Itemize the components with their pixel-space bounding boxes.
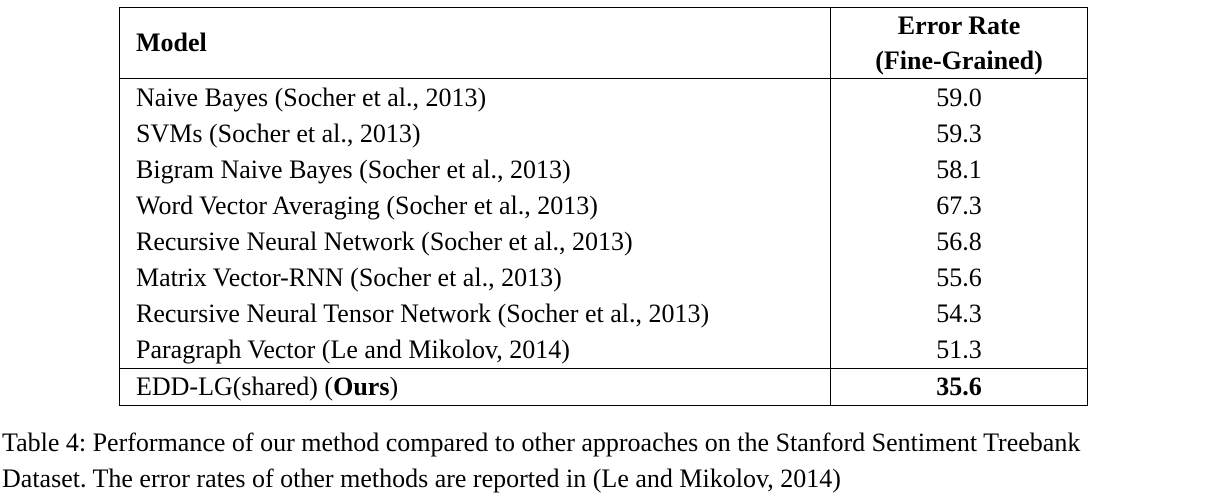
model-cell: Recursive Neural Network (Socher et al.,… — [119, 224, 831, 260]
caption-line-2: Dataset. The error rates of other method… — [2, 464, 841, 493]
table-row: SVMs (Socher et al., 2013) 59.3 — [119, 116, 1088, 152]
table-row: Recursive Neural Network (Socher et al.,… — [119, 224, 1088, 260]
error-rate-cell: 59.0 — [936, 83, 982, 112]
error-rate-cell: 59.3 — [936, 119, 982, 148]
error-rate-cell: 67.3 — [936, 191, 982, 220]
header-error-rate-line2: (Fine-Grained) — [875, 46, 1043, 75]
model-cell: Matrix Vector-RNN (Socher et al., 2013) — [119, 260, 831, 296]
error-rate-cell: 55.6 — [936, 263, 982, 292]
ours-row: EDD-LG(shared) (Ours) 35.6 — [119, 368, 1088, 406]
table-row: Naive Bayes (Socher et al., 2013) 59.0 — [119, 78, 1088, 116]
error-rate-cell: 51.3 — [936, 335, 982, 364]
model-cell: SVMs (Socher et al., 2013) — [119, 116, 831, 152]
ours-model-suffix: ) — [389, 372, 399, 401]
error-rate-cell: 58.1 — [936, 155, 982, 184]
table-header-row: Model Error Rate (Fine-Grained) — [119, 7, 1088, 79]
table-row: Bigram Naive Bayes (Socher et al., 2013)… — [119, 152, 1088, 188]
table-row: Recursive Neural Tensor Network (Socher … — [119, 296, 1088, 332]
header-error-rate-line1: Error Rate — [897, 11, 1021, 40]
ours-label: Ours — [333, 372, 390, 401]
table-caption: Table 4: Performance of our method compa… — [2, 425, 1206, 497]
header-model: Model — [119, 7, 831, 79]
header-error-rate: Error Rate (Fine-Grained) — [830, 7, 1088, 79]
table-row: Word Vector Averaging (Socher et al., 20… — [119, 188, 1088, 224]
ours-error-rate-cell: 35.6 — [830, 368, 1088, 406]
ours-model-prefix: EDD-LG(shared) ( — [136, 372, 334, 401]
error-rate-cell: 56.8 — [936, 227, 982, 256]
model-cell: Recursive Neural Tensor Network (Socher … — [119, 296, 831, 332]
model-cell: Paragraph Vector (Le and Mikolov, 2014) — [119, 332, 831, 369]
model-cell: Word Vector Averaging (Socher et al., 20… — [119, 188, 831, 224]
model-cell: Bigram Naive Bayes (Socher et al., 2013) — [119, 152, 831, 188]
model-cell: Naive Bayes (Socher et al., 2013) — [119, 78, 831, 116]
ours-model-cell: EDD-LG(shared) (Ours) — [119, 368, 831, 406]
error-rate-cell: 54.3 — [936, 299, 982, 328]
caption-line-1: Table 4: Performance of our method compa… — [2, 428, 1081, 457]
table-row: Paragraph Vector (Le and Mikolov, 2014) … — [119, 332, 1088, 369]
results-table: Model Error Rate (Fine-Grained) Naive Ba… — [119, 7, 1088, 406]
table-row: Matrix Vector-RNN (Socher et al., 2013) … — [119, 260, 1088, 296]
